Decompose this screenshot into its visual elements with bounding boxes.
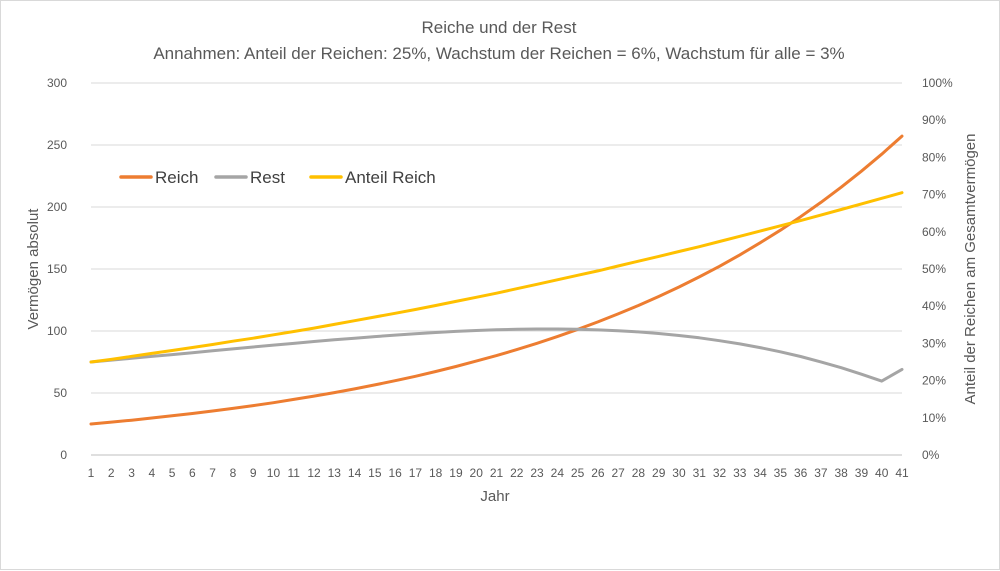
x-tick-label: 13 (328, 466, 342, 480)
x-tick-label: 8 (230, 466, 237, 480)
x-tick-label: 37 (814, 466, 828, 480)
y2-tick-label: 20% (922, 374, 946, 388)
x-tick-label: 22 (510, 466, 524, 480)
x-tick-label: 38 (834, 466, 848, 480)
y-tick-label: 0 (60, 448, 67, 462)
y-tick-label: 250 (47, 138, 67, 152)
x-tick-label: 29 (652, 466, 666, 480)
x-tick-label: 30 (672, 466, 686, 480)
legend-label: Anteil Reich (345, 168, 436, 187)
legend: Reich Rest Anteil Reich (119, 168, 436, 187)
series-lines (89, 134, 904, 426)
x-tick-label: 31 (693, 466, 707, 480)
x-tick-label: 33 (733, 466, 747, 480)
x-tick-label: 20 (470, 466, 484, 480)
gridlines (91, 82, 902, 394)
x-tick-label: 1 (88, 466, 95, 480)
x-tick-label: 12 (307, 466, 321, 480)
x-tick-label: 4 (148, 466, 155, 480)
right-axis-ticks: 0% 10% 20% 30% 40% 50% 60% 70% 80% 90% 100% (922, 76, 953, 462)
x-tick-label: 25 (571, 466, 585, 480)
y2-tick-label: 30% (922, 336, 946, 350)
legend-label: Rest (250, 168, 285, 187)
y2-tick-label: 70% (922, 188, 946, 202)
x-tick-label: 19 (449, 466, 463, 480)
x-tick-label: 14 (348, 466, 362, 480)
left-axis-ticks: 0 50 100 150 200 250 300 (47, 76, 67, 462)
y2-tick-label: 60% (922, 225, 946, 239)
y2-tick-label: 80% (922, 150, 946, 164)
x-tick-label: 21 (490, 466, 504, 480)
x-axis-ticks: 1 2 3 4 5 6 7 8 9 10 11 12 13 14 15 16 17 18 19 20 21 22 23 24 2… (88, 466, 909, 480)
x-tick-label: 35 (774, 466, 788, 480)
legend-label: Reich (155, 168, 198, 187)
y-tick-label: 200 (47, 200, 67, 214)
y2-tick-label: 40% (922, 299, 946, 313)
x-tick-label: 16 (388, 466, 402, 480)
x-tick-label: 32 (713, 466, 727, 480)
y-tick-label: 150 (47, 262, 67, 276)
x-tick-label: 5 (169, 466, 176, 480)
x-tick-label: 6 (189, 466, 196, 480)
x-tick-label: 10 (267, 466, 281, 480)
x-tick-label: 18 (429, 466, 443, 480)
x-tick-label: 27 (611, 466, 625, 480)
x-tick-label: 28 (632, 466, 646, 480)
x-tick-label: 23 (530, 466, 544, 480)
series-line-rest (89, 327, 904, 383)
chart-title: Reiche und der Rest (422, 18, 577, 37)
x-tick-label: 17 (409, 466, 423, 480)
y-tick-label: 100 (47, 324, 67, 338)
x-tick-label: 24 (551, 466, 565, 480)
y-axis-label: Vermögen absolut (25, 208, 42, 330)
y2-tick-label: 0% (922, 448, 940, 462)
x-tick-label: 3 (128, 466, 135, 480)
x-tick-label: 36 (794, 466, 808, 480)
x-tick-label: 41 (895, 466, 909, 480)
y-tick-label: 50 (54, 386, 68, 400)
y2-axis-label: Anteil der Reichen am Gesamtvermögen (962, 134, 979, 405)
y2-tick-label: 100% (922, 76, 953, 90)
x-tick-label: 2 (108, 466, 115, 480)
y-tick-label: 300 (47, 76, 67, 90)
x-tick-label: 7 (209, 466, 216, 480)
x-tick-label: 26 (591, 466, 605, 480)
x-tick-label: 40 (875, 466, 889, 480)
chart-subtitle: Annahmen: Anteil der Reichen: 25%, Wachs… (153, 44, 844, 63)
x-tick-label: 39 (855, 466, 869, 480)
series-line-reich (89, 134, 904, 426)
x-axis-label: Jahr (480, 488, 509, 505)
y2-tick-label: 50% (922, 262, 946, 276)
y2-tick-label: 90% (922, 113, 946, 127)
x-tick-label: 34 (753, 466, 767, 480)
y2-tick-label: 10% (922, 411, 946, 425)
x-tick-label: 15 (368, 466, 382, 480)
x-tick-label: 11 (288, 466, 301, 480)
series-line-anteil-reich (89, 191, 904, 364)
x-tick-label: 9 (250, 466, 257, 480)
